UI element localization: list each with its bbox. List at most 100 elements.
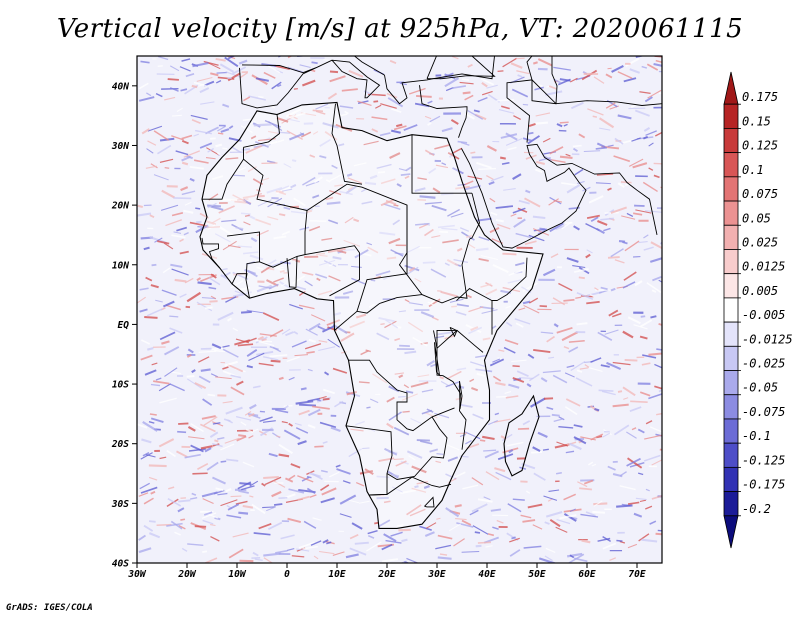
field-streak [511, 536, 516, 540]
field-streak [600, 364, 610, 368]
field-streak [309, 220, 327, 223]
field-streak [495, 471, 512, 481]
field-streak [174, 531, 181, 536]
field-streak [468, 306, 484, 313]
field-streak [527, 353, 535, 359]
field-streak [498, 349, 505, 352]
field-streak [209, 431, 219, 438]
field-streak [528, 373, 540, 382]
field-streak [308, 225, 321, 232]
field-streak [220, 443, 235, 451]
field-streak [210, 295, 217, 300]
field-streak [196, 301, 213, 312]
field-streak [415, 222, 430, 226]
field-streak [279, 213, 286, 217]
field-streak [607, 256, 620, 259]
field-streak [218, 205, 235, 214]
field-streak [261, 338, 267, 342]
field-streak [351, 265, 362, 268]
colorbar: 0.175 0.15 0.125 0.1 0.075 0.05 0.025 0.0125 0.0… [723, 71, 793, 549]
field-streak [221, 219, 237, 223]
field-streak [634, 280, 643, 287]
field-streak [459, 455, 469, 458]
field-streak [569, 554, 575, 559]
field-streak [144, 315, 158, 319]
field-streak [406, 266, 419, 275]
field-streak [406, 450, 423, 459]
field-streak [295, 400, 314, 405]
field-streak [242, 461, 255, 468]
colorbar-swatch [723, 297, 739, 323]
field-streak [436, 517, 441, 520]
colorbar-swatch [723, 128, 739, 154]
field-streak [429, 448, 439, 453]
field-streak [246, 365, 253, 369]
field-streak [145, 165, 158, 169]
field-streak [345, 553, 359, 559]
field-streak [307, 397, 321, 402]
field-streak [548, 356, 555, 359]
field-streak [558, 416, 565, 421]
field-streak [273, 235, 287, 240]
field-streak [535, 112, 551, 117]
field-streak [296, 548, 310, 552]
field-streak [648, 352, 662, 356]
field-streak [222, 366, 229, 370]
field-streak [187, 426, 196, 432]
field-streak [408, 455, 416, 461]
field-streak [181, 58, 191, 62]
field-streak [556, 123, 563, 128]
field-streak [486, 175, 494, 180]
field-streak [412, 336, 428, 347]
field-streak [620, 181, 632, 184]
field-streak [144, 369, 157, 376]
field-streak [211, 343, 222, 350]
field-streak [655, 532, 662, 536]
field-streak [476, 161, 492, 169]
africa-coastline [199, 101, 544, 529]
field-streak [320, 484, 330, 491]
field-streak [137, 204, 144, 209]
field-streak [383, 533, 397, 543]
field-streak [140, 486, 158, 494]
field-streak [478, 167, 497, 170]
field-streak [502, 252, 517, 256]
field-streak [464, 439, 472, 445]
field-streak [207, 147, 214, 153]
field-streak [531, 451, 543, 454]
field-streak [590, 216, 599, 222]
field-streak [302, 271, 314, 276]
field-streak [143, 246, 150, 251]
field-streak [462, 91, 471, 95]
field-streak [637, 428, 645, 434]
field-streak [312, 194, 320, 199]
field-streak [594, 287, 599, 291]
field-streak [388, 237, 401, 245]
field-streak [161, 340, 170, 345]
field-streak [515, 232, 532, 239]
field-streak [475, 368, 493, 373]
field-streak [222, 240, 237, 251]
field-streak [286, 356, 300, 363]
field-streak [145, 276, 153, 282]
field-streak [349, 320, 366, 329]
field-streak [522, 420, 531, 426]
field-streak [265, 140, 278, 146]
field-streak [327, 247, 346, 253]
field-streak [427, 100, 433, 104]
field-streak [146, 148, 154, 154]
field-streak [141, 438, 152, 444]
field-streak [329, 70, 339, 74]
field-streak [565, 398, 581, 407]
field-streak [459, 81, 474, 85]
field-streak [627, 316, 641, 325]
field-streak [212, 442, 223, 448]
field-streak [184, 277, 194, 284]
colorbar-label: -0.175 [742, 478, 785, 492]
field-streak [187, 543, 204, 546]
field-streak [277, 131, 291, 134]
field-streak [391, 486, 403, 493]
field-streak [566, 364, 575, 369]
field-streak [238, 511, 249, 515]
field-streak [532, 61, 538, 65]
